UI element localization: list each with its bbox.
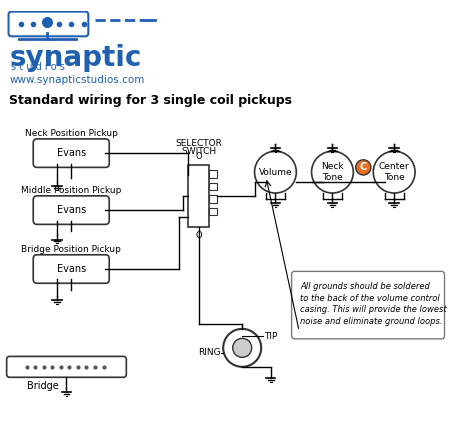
Circle shape [356,160,371,175]
Bar [209,195,217,203]
Bar [209,183,217,190]
Circle shape [233,338,252,357]
FancyBboxPatch shape [33,139,109,167]
FancyBboxPatch shape [33,196,109,224]
Text: Bridge: Bridge [27,381,59,391]
FancyBboxPatch shape [292,272,445,339]
Text: synaptic: synaptic [9,44,142,72]
Text: RING: RING [198,348,220,357]
Circle shape [374,151,415,193]
FancyBboxPatch shape [33,255,109,283]
Circle shape [311,151,353,193]
FancyBboxPatch shape [7,357,127,377]
Text: Standard wiring for 3 single coil pickups: Standard wiring for 3 single coil pickup… [9,94,292,107]
Text: O: O [195,230,202,240]
Text: Center
Tone: Center Tone [379,162,410,182]
Text: O: O [195,152,202,161]
Text: Neck
Tone: Neck Tone [321,162,344,182]
Bar [188,165,209,227]
Text: Evans: Evans [56,148,86,158]
Text: Middle Position Pickup: Middle Position Pickup [21,186,121,195]
Text: www.synapticstudios.com: www.synapticstudios.com [9,75,145,85]
Text: All grounds should be soldered
to the back of the volume control
casing. This wi: All grounds should be soldered to the ba… [300,282,447,326]
Text: Neck Position Pickup: Neck Position Pickup [25,129,118,138]
Bar [209,207,217,215]
Text: Evans: Evans [56,264,86,274]
Circle shape [223,329,261,367]
Text: SELECTOR: SELECTOR [175,139,222,148]
FancyBboxPatch shape [9,11,88,36]
Text: C: C [360,162,367,173]
Text: s t u d i o s: s t u d i o s [11,62,65,72]
Text: Evans: Evans [56,205,86,215]
Text: SWITCH: SWITCH [181,147,216,156]
Text: Bridge Position Pickup: Bridge Position Pickup [21,244,121,254]
Bar [209,170,217,178]
Text: TIP: TIP [264,332,277,341]
Circle shape [255,151,296,193]
Text: Volume: Volume [259,167,292,177]
